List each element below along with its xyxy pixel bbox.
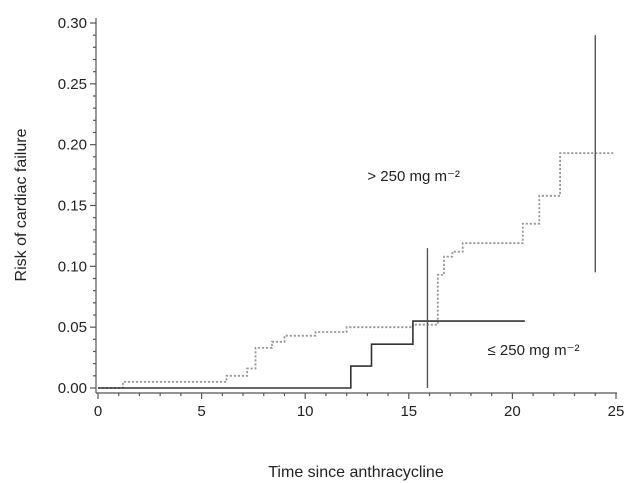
plot-area: 0.000.050.100.150.200.250.30 0 5 10 15 20 25 … [58,15,625,420]
x-tick-label: 0 [94,403,102,420]
y-tick-label: 0.15 [58,198,87,215]
y-tick-label: 0.30 [58,15,87,32]
series-annotation: ≤ 250 mg m⁻² [488,342,580,359]
series-low-dose-line [98,320,525,389]
x-tick-label: 10 [297,403,314,420]
x-axis-title: Time since anthracycline [268,464,444,481]
series-layer [98,152,614,389]
annotation-layer: > 250 mg m⁻² ≤ 250 mg m⁻² [367,168,579,359]
y-tick-label: 0.00 [58,380,87,397]
x-tick-label: 15 [400,403,417,420]
y-axis-title: Risk of cardiac failure [13,128,30,281]
x-tick-label: 25 [608,403,625,420]
x-axis-ticks: 0 5 10 15 20 25 [94,393,625,420]
error-bar-layer [426,35,596,388]
series-high-dose-line [98,152,614,389]
y-tick-label: 0.10 [58,258,87,275]
y-tick-label: 0.20 [58,137,87,154]
y-axis-ticks: 0.00 0.05 0.10 0.15 0.20 0.25 0.30 [58,15,96,397]
y-tick-label: 0.05 [58,319,87,336]
x-tick-label: 5 [197,403,205,420]
y-tick-label: 0.25 [58,76,87,93]
series-annotation: > 250 mg m⁻² [367,168,460,185]
x-tick-label: 20 [504,403,521,420]
